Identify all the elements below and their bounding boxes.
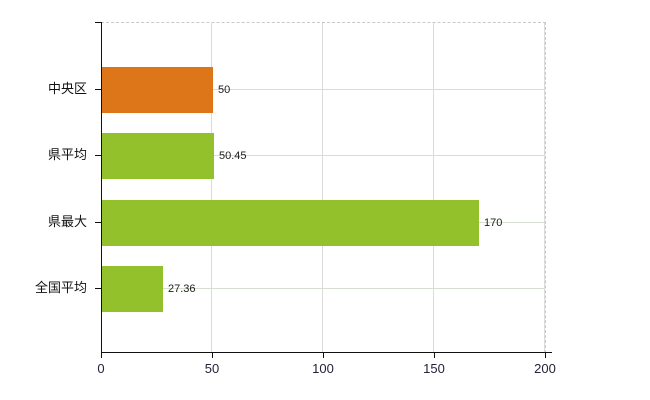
bar-value-label: 50 <box>218 84 231 96</box>
y-axis-tick <box>95 288 101 289</box>
x-axis-tick <box>101 353 102 358</box>
x-tick-label: 0 <box>97 361 105 376</box>
vertical-gridline <box>211 23 212 353</box>
y-axis-line <box>101 22 102 353</box>
vertical-gridline <box>544 23 545 353</box>
plot-area: 50 50.45 170 27.36 <box>101 22 546 353</box>
category-label: 県最大 <box>47 214 87 229</box>
bar-1 <box>102 67 213 113</box>
x-axis-tick <box>212 353 213 358</box>
vertical-gridline <box>322 23 323 353</box>
y-axis-tick <box>95 222 101 223</box>
horizontal-gridline <box>101 155 545 156</box>
bar-value-label: 50.45 <box>219 150 247 162</box>
category-label: 全国平均 <box>34 280 87 295</box>
x-tick-label: 50 <box>204 361 220 376</box>
bar-value-label: 27.36 <box>168 283 196 295</box>
y-axis-tick <box>95 155 101 156</box>
vertical-gridline <box>433 23 434 353</box>
x-tick-label: 100 <box>312 361 334 376</box>
x-tick-label: 200 <box>534 361 556 376</box>
bar-3 <box>102 200 479 246</box>
bar-value-label: 170 <box>484 217 503 229</box>
x-tick-label: 150 <box>423 361 445 376</box>
bar-4 <box>102 266 163 312</box>
x-axis-tick <box>545 353 546 358</box>
y-axis-tick <box>95 89 101 90</box>
horizontal-gridline <box>101 288 545 289</box>
category-label: 県平均 <box>47 147 87 162</box>
bar-2 <box>102 133 214 179</box>
category-label: 中央区 <box>47 81 87 96</box>
x-axis-tick <box>434 353 435 358</box>
y-axis-top-tick <box>95 22 101 23</box>
x-axis-tick <box>323 353 324 358</box>
horizontal-gridline <box>101 89 545 90</box>
x-axis-line <box>101 352 552 353</box>
